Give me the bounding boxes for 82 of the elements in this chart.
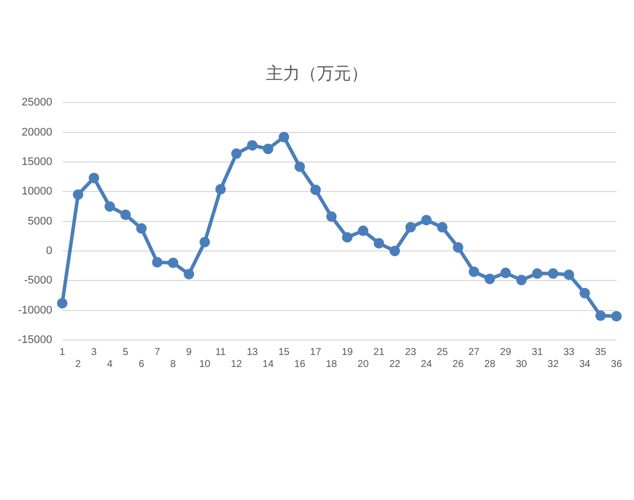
x-tick-label: 4	[106, 358, 113, 370]
point	[532, 268, 543, 279]
point	[452, 242, 464, 253]
point	[595, 310, 606, 321]
point	[310, 184, 321, 196]
point	[168, 258, 178, 268]
point	[437, 222, 448, 232]
x-tick-label: 11	[215, 346, 226, 358]
y-tick-label: 25000	[22, 96, 52, 109]
y-tick-label: 15000	[22, 156, 52, 168]
x-tick-label: 35	[595, 346, 607, 358]
point	[580, 288, 590, 298]
x-tick-label: 27	[468, 346, 480, 358]
point	[152, 257, 163, 268]
point	[484, 274, 496, 284]
point	[548, 268, 558, 279]
point	[104, 201, 116, 212]
point	[326, 211, 337, 222]
x-tick-label: 25	[436, 346, 448, 358]
point	[278, 132, 290, 142]
x-tick-label: 5	[122, 346, 129, 358]
point	[516, 274, 527, 286]
x-tick-label: 30	[516, 358, 528, 370]
y-tick-label: 5000	[28, 215, 52, 228]
point	[421, 214, 432, 226]
point	[88, 172, 100, 184]
y-tick-label: 0	[46, 245, 52, 258]
x-tick-label: 9	[186, 346, 192, 358]
x-tick-label: 8	[170, 358, 176, 370]
x-tick-label: 22	[389, 358, 401, 370]
x-tick-label: 32	[548, 358, 560, 370]
x-tick-label: 15	[278, 346, 290, 358]
point	[72, 189, 84, 200]
x-tick-label: 26	[452, 358, 464, 370]
x-tick-label: 33	[563, 346, 575, 358]
point	[184, 268, 194, 280]
x-tick-label: 17	[310, 346, 322, 358]
x-tick-label: 18	[326, 358, 338, 370]
x-tick-label: 1	[59, 346, 66, 358]
x-tick-label: 20	[358, 358, 370, 370]
point	[500, 268, 511, 278]
x-tick-label: 14	[262, 358, 274, 370]
y-tick-label: 20000	[22, 126, 52, 138]
x-tick-label: 21	[373, 346, 385, 358]
x-tick-label: 19	[342, 346, 354, 358]
point	[390, 246, 400, 256]
point	[247, 140, 258, 151]
x-tick-label: 34	[579, 358, 591, 370]
x-tick-label: 6	[138, 358, 145, 370]
x-tick-label: 29	[500, 346, 512, 358]
x-tick-label: 7	[154, 346, 160, 358]
y-tick-label: -5000	[24, 274, 52, 287]
x-tick-label: 31	[532, 346, 544, 358]
point	[231, 148, 242, 159]
point	[57, 298, 68, 308]
point	[294, 161, 306, 172]
point	[468, 266, 480, 277]
x-tick-label: 36	[610, 358, 622, 370]
y-tick-label: 10000	[22, 186, 52, 198]
y-tick-label: -15000	[18, 334, 52, 346]
point	[405, 222, 416, 232]
x-tick-label: 10	[199, 358, 211, 370]
point	[262, 144, 274, 154]
x-tick-label: 16	[294, 358, 306, 370]
point	[611, 311, 622, 322]
point	[200, 236, 210, 248]
point	[564, 269, 574, 280]
chart-title: 主力（万元）	[265, 63, 369, 86]
x-tick-label: 3	[91, 346, 98, 358]
x-tick-label: 13	[246, 346, 258, 358]
point	[120, 210, 131, 220]
x-tick-label: 24	[420, 358, 432, 370]
point	[374, 238, 384, 249]
point	[358, 226, 368, 236]
x-tick-label: 12	[230, 358, 242, 370]
y-tick-label: -10000	[18, 304, 52, 316]
point	[136, 223, 147, 234]
x-tick-label: 28	[484, 358, 496, 370]
point	[215, 184, 226, 194]
x-tick-label: 2	[75, 358, 82, 370]
x-tick-label: 23	[405, 346, 417, 358]
point	[342, 232, 353, 243]
